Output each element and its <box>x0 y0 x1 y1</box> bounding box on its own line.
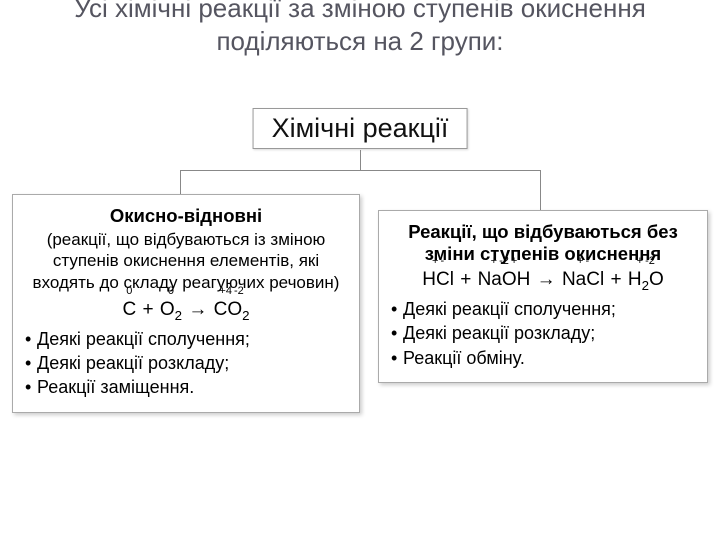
list-item: Реакції заміщення. <box>25 375 347 399</box>
bullet-list: Деякі реакції сполучення; Деякі реакції … <box>391 297 695 370</box>
branch-box-redox: Окисно-відновні (реакції, що відбуваютьс… <box>12 194 360 413</box>
equation-operator: + <box>605 269 627 290</box>
equation-operator: → <box>183 299 213 320</box>
list-item: Деякі реакції розкладу; <box>25 351 347 375</box>
equation-term: +-NaCl <box>561 269 605 291</box>
list-item: Деякі реакції розкладу; <box>391 321 695 345</box>
branch-box-nonredox: Реакції, що відбуваються без зміни ступе… <box>378 210 708 383</box>
page-heading: Усі хімічні реакції за зміною ступенів о… <box>0 0 720 57</box>
equation-term: +-2H2O <box>627 269 665 291</box>
formula-text: H2O <box>628 269 664 290</box>
oxidation-states: +- <box>421 256 455 267</box>
oxidation-states: 0 <box>121 286 137 297</box>
connector-line <box>540 170 541 210</box>
formula-text: NaCl <box>562 269 604 290</box>
bullet-list: Деякі реакції сполучення; Деякі реакції … <box>25 327 347 400</box>
equation-term: +-2+NaOH <box>477 269 532 291</box>
equation-term: 0O2 <box>159 299 183 321</box>
branch-subtitle: (реакції, що відбуваються із зміною ступ… <box>25 229 347 293</box>
equation-operator: + <box>137 299 159 320</box>
formula-text: CO2 <box>214 299 250 320</box>
equation-operator: + <box>455 269 477 290</box>
formula-text: C <box>122 299 136 320</box>
chemical-equation: 0C + 0O2 → +4-2CO2 <box>25 299 347 321</box>
connector-line <box>180 170 540 171</box>
root-node: Хімічні реакції <box>253 108 468 149</box>
oxidation-states: +- <box>561 256 605 267</box>
equation-term: +4-2CO2 <box>213 299 251 321</box>
formula-text: HCl <box>422 269 454 290</box>
oxidation-states: +4-2 <box>213 286 251 297</box>
oxidation-states: +-2 <box>627 256 665 267</box>
equation-term: 0C <box>121 299 137 321</box>
root-node-label: Хімічні реакції <box>272 113 449 143</box>
list-item: Деякі реакції сполучення; <box>391 297 695 321</box>
list-item: Реакції обміну. <box>391 346 695 370</box>
list-item: Деякі реакції сполучення; <box>25 327 347 351</box>
connector-line <box>360 150 361 170</box>
formula-text: O2 <box>160 299 182 320</box>
formula-text: NaOH <box>478 269 531 290</box>
branch-title: Окисно-відновні <box>25 205 347 227</box>
equation-term: +-HCl <box>421 269 455 291</box>
oxidation-states: +-2+ <box>477 256 532 267</box>
chemical-equation: +-HCl + +-2+NaOH → +-NaCl + +-2H2O <box>391 269 695 291</box>
oxidation-states: 0 <box>159 286 183 297</box>
connector-line <box>180 170 181 194</box>
equation-operator: → <box>531 269 561 290</box>
